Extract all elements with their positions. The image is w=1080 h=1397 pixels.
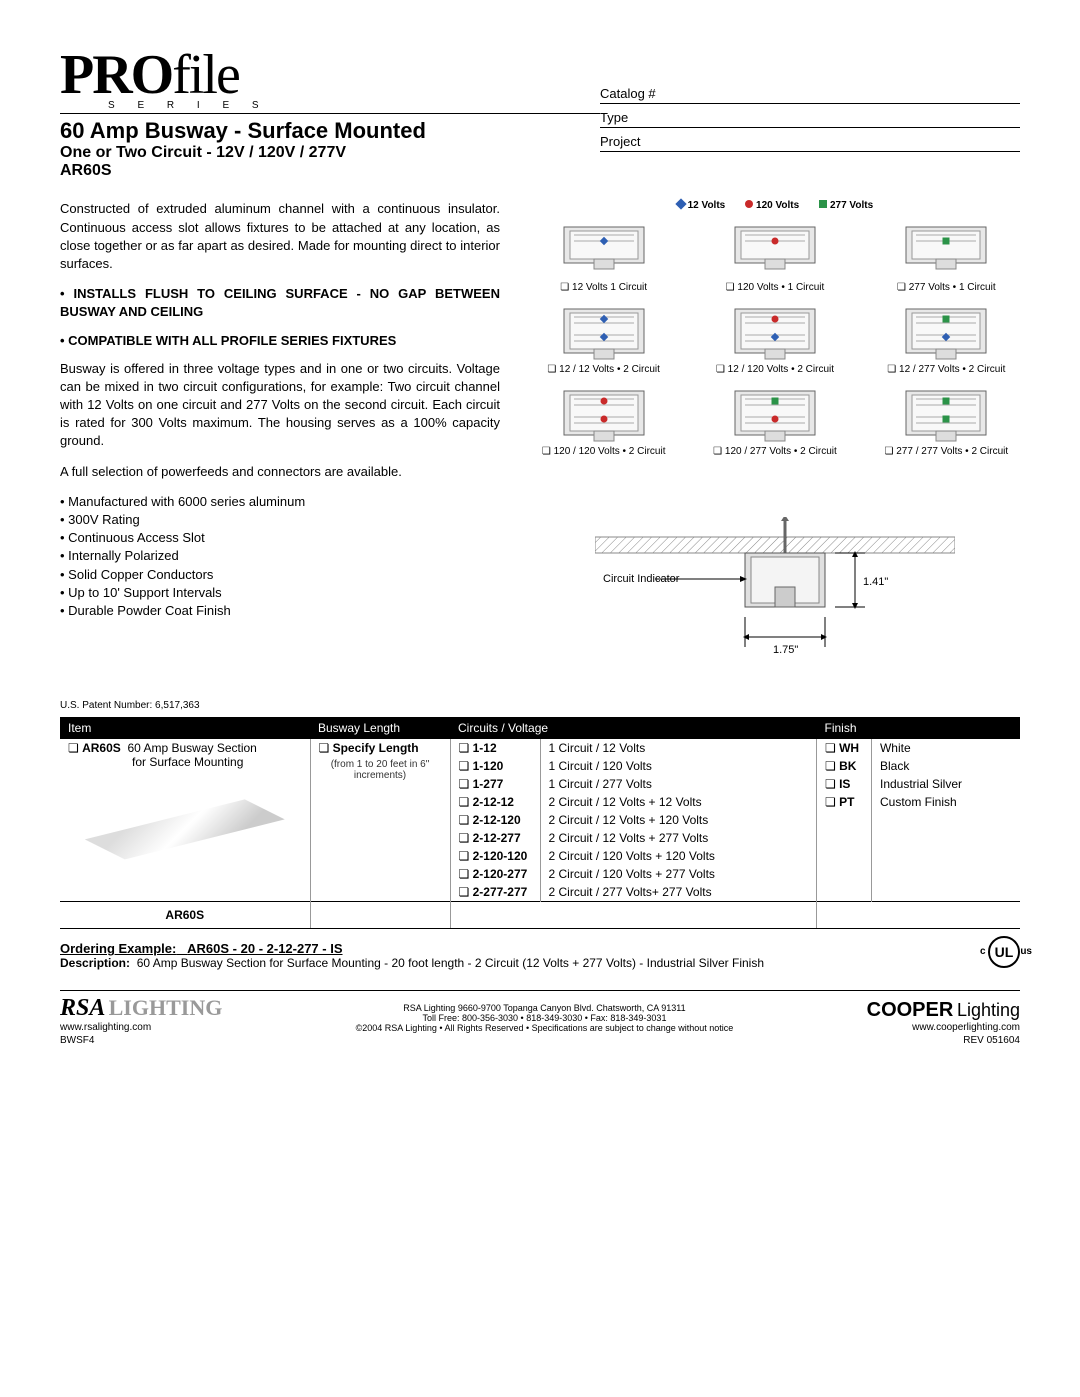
footer-right: COOPER Lighting www.cooperlighting.com (867, 999, 1020, 1033)
legend-item: 120 Volts (745, 200, 799, 211)
bottom-code: AR60S (60, 902, 310, 929)
cooper-url: www.cooperlighting.com (867, 1022, 1020, 1033)
cooper-logo: COOPER (867, 999, 954, 1021)
rsa-lighting: LIGHTING (109, 995, 223, 1020)
ordering-table: Item Busway Length Circuits / Voltage Fi… (60, 717, 1020, 929)
project-field[interactable]: Project (600, 128, 1020, 152)
length-label: Specify Length (333, 741, 419, 755)
item-code: AR60S (82, 741, 121, 755)
svg-text:1.75": 1.75" (773, 644, 798, 656)
config-cell: ❏ 277 Volts • 1 Circuit (873, 219, 1020, 293)
rsa-url: www.rsalighting.com (60, 1022, 222, 1033)
footer-left: RSA LIGHTING www.rsalighting.com (60, 995, 222, 1033)
voltage-legend: 12 Volts 120 Volts 277 Volts (530, 200, 1020, 211)
config-cell: ❏ 120 Volts • 1 Circuit (701, 219, 848, 293)
feature-item: 300V Rating (60, 511, 500, 529)
bottom-codes: BWSF4 REV 051604 (60, 1035, 1020, 1046)
para-3: A full selection of powerfeeds and conne… (60, 463, 500, 481)
feature-bold-2: • COMPATIBLE WITH ALL PROFILE SERIES FIX… (60, 332, 500, 350)
logo-series: S E R I E S (108, 100, 600, 111)
catalog-field[interactable]: Catalog # (600, 80, 1020, 104)
feature-item: Internally Polarized (60, 547, 500, 565)
checkbox-icon[interactable]: ❏ (68, 741, 82, 755)
patent-number: U.S. Patent Number: 6,517,363 (60, 700, 1020, 711)
logo-block: PROfile S E R I E S 60 Amp Busway - Surf… (60, 50, 600, 180)
th-length: Busway Length (310, 717, 450, 739)
diagram-column: 12 Volts 120 Volts 277 Volts ❏ 12 Volts … (530, 200, 1020, 680)
config-cell: ❏ 120 / 277 Volts • 2 Circuit (701, 383, 848, 457)
config-grid: ❏ 12 Volts 1 Circuit ❏ 120 Volts • 1 Circ… (530, 219, 1020, 457)
mount-svg: Circuit Indicator 1.41" 1.75" (595, 517, 955, 677)
mount-diagram: Circuit Indicator 1.41" 1.75" (530, 517, 1020, 680)
catalog-block: Catalog # Type Project (600, 50, 1020, 152)
title-main: 60 Amp Busway - Surface Mounted (60, 118, 600, 144)
feature-item: Continuous Access Slot (60, 529, 500, 547)
feature-item: Manufactured with 6000 series aluminum (60, 493, 500, 511)
feature-item: Durable Powder Coat Finish (60, 602, 500, 620)
legend-item: 277 Volts (819, 200, 873, 211)
th-circuits: Circuits / Voltage (450, 717, 816, 739)
feature-item: Solid Copper Conductors (60, 566, 500, 584)
item-desc2: for Surface Mounting (132, 755, 302, 769)
title-sub2: AR60S (60, 162, 600, 180)
para-2: Busway is offered in three voltage types… (60, 360, 500, 451)
svg-text:1.41": 1.41" (863, 576, 888, 588)
config-cell: ❏ 12 / 277 Volts • 2 Circuit (873, 301, 1020, 375)
rsa-logo: RSA (60, 995, 105, 1021)
th-finish: Finish (816, 717, 1020, 739)
length-note: (from 1 to 20 feet in 6" increments) (319, 759, 442, 781)
ordering-example: Ordering Example: AR60S - 20 - 2-12-277 … (60, 941, 968, 956)
item-desc1: 60 Amp Busway Section (127, 741, 256, 755)
config-cell: ❏ 12 / 12 Volts • 2 Circuit (530, 301, 677, 375)
logo-profile: PROfile (60, 50, 600, 100)
config-cell: ❏ 12 / 120 Volts • 2 Circuit (701, 301, 848, 375)
svg-text:Circuit Indicator: Circuit Indicator (603, 573, 680, 585)
header: PROfile S E R I E S 60 Amp Busway - Surf… (60, 50, 1020, 180)
legend-item: 12 Volts (677, 200, 725, 211)
product-thumbnail (85, 779, 285, 879)
config-cell: ❏ 12 Volts 1 Circuit (530, 219, 677, 293)
config-cell: ❏ 120 / 120 Volts • 2 Circuit (530, 383, 677, 457)
checkbox-icon[interactable]: ❏ (825, 741, 839, 755)
content: Constructed of extruded aluminum channel… (60, 200, 1020, 680)
feature-list: Manufactured with 6000 series aluminum30… (60, 493, 500, 620)
logo-part2: file (172, 44, 239, 106)
code-left: BWSF4 (60, 1035, 94, 1046)
feature-item: Up to 10' Support Intervals (60, 584, 500, 602)
footer-center: RSA Lighting 9660-9700 Topanga Canyon Bl… (222, 1003, 866, 1033)
code-right: REV 051604 (963, 1035, 1020, 1046)
ordering-description: Description: 60 Amp Busway Section for S… (60, 956, 968, 970)
checkbox-icon[interactable]: ❏ (459, 741, 473, 755)
logo-part1: PRO (60, 44, 172, 106)
ul-badge-icon: UL (988, 936, 1020, 968)
th-item: Item (60, 717, 310, 739)
para-1: Constructed of extruded aluminum channel… (60, 200, 500, 273)
type-field[interactable]: Type (600, 104, 1020, 128)
feature-bold-1: • INSTALLS FLUSH TO CEILING SURFACE - NO… (60, 285, 500, 321)
description-column: Constructed of extruded aluminum channel… (60, 200, 500, 680)
config-cell: ❏ 277 / 277 Volts • 2 Circuit (873, 383, 1020, 457)
checkbox-icon[interactable]: ❏ (319, 741, 333, 755)
footer: RSA LIGHTING www.rsalighting.com RSA Lig… (60, 990, 1020, 1033)
title-sub1: One or Two Circuit - 12V / 120V / 277V (60, 144, 600, 162)
